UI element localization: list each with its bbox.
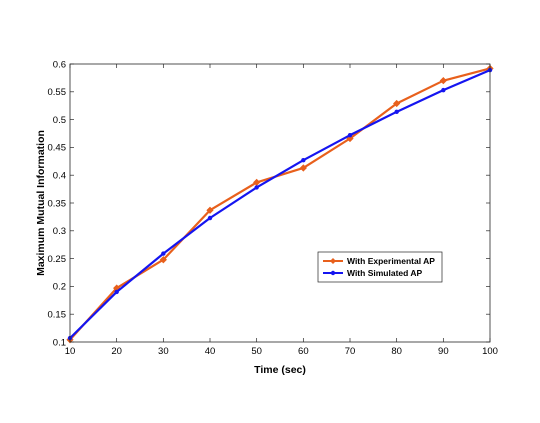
data-point-series-2 — [207, 215, 213, 221]
data-point-series-1 — [439, 77, 447, 85]
data-point-series-2 — [161, 251, 166, 256]
y-tick-label: 0.25 — [48, 254, 67, 265]
legend-label-2: With Simulated AP — [347, 268, 422, 278]
y-tick-label: 0.45 — [48, 143, 67, 154]
y-tick-label: 0.35 — [48, 198, 67, 209]
y-tick-label: 0.6 — [53, 59, 66, 70]
x-tick-label: 10 — [65, 346, 76, 357]
y-tick-label: 0.3 — [53, 226, 66, 237]
x-tick-label: 20 — [111, 346, 122, 357]
data-point-series-2 — [301, 157, 306, 163]
x-tick-label: 90 — [438, 346, 449, 357]
data-point-series-2 — [347, 132, 353, 138]
data-point-series-2 — [441, 87, 446, 93]
legend-label-1: With Experimental AP — [347, 256, 435, 266]
x-tick-label: 70 — [345, 346, 356, 357]
plot-area — [70, 64, 490, 342]
x-tick-label: 50 — [251, 346, 262, 357]
y-tick-label: 0.55 — [48, 87, 67, 98]
y-tick-label: 0.1 — [53, 337, 66, 348]
data-point-series-1 — [206, 206, 214, 214]
data-point-series-1 — [393, 99, 401, 108]
y-tick-label: 0.15 — [48, 310, 67, 321]
y-tick-label: 0.4 — [53, 171, 66, 182]
x-tick-label: 80 — [391, 346, 402, 357]
data-point-series-2 — [394, 109, 399, 115]
series-line-2 — [68, 69, 492, 340]
x-tick-label: 60 — [298, 346, 309, 357]
y-tick-label: 0.5 — [53, 115, 66, 126]
legend-marker-1 — [330, 258, 336, 264]
data-point-series-2 — [114, 289, 119, 295]
data-point-series-1 — [299, 164, 307, 172]
x-axis-label: Time (sec) — [254, 364, 306, 376]
legend: With Experimental AP With Simulated AP — [317, 251, 443, 283]
legend-box — [317, 251, 443, 283]
x-tick-label: 30 — [158, 346, 169, 357]
x-tick-label: 100 — [482, 346, 498, 357]
y-tick-label: 0.2 — [53, 282, 66, 293]
y-axis-label: Maximum Mutual Information — [35, 130, 47, 276]
data-point-series-1 — [159, 256, 167, 264]
data-point-series-2 — [254, 185, 259, 190]
x-tick-label: 40 — [205, 346, 216, 357]
legend-marker-2 — [330, 270, 336, 276]
